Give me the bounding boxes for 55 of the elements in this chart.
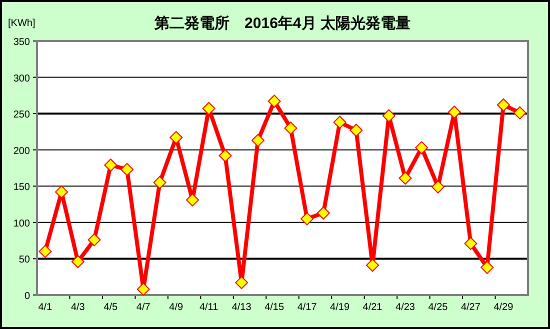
point (235, 276, 248, 290)
y-tick-label: 250 (13, 110, 30, 121)
point (382, 109, 396, 122)
x-tick-label: 4/13 (232, 302, 252, 313)
y-tick-label: 100 (13, 218, 30, 230)
point (415, 141, 428, 154)
point (120, 162, 134, 176)
point (218, 149, 232, 162)
x-tick-label: 4/9 (169, 302, 184, 313)
x-tick-label: 4/21 (362, 302, 383, 313)
point (136, 282, 150, 296)
point (480, 260, 494, 274)
y-tick-label: 300 (13, 73, 30, 84)
point (448, 106, 461, 119)
point (268, 94, 281, 108)
point (186, 193, 199, 206)
point (71, 255, 84, 268)
point (251, 134, 264, 147)
x-tick-label: 4/25 (428, 302, 448, 313)
x-tick-label: 4/23 (396, 302, 416, 313)
point (284, 122, 298, 135)
x-tick-label: 4/15 (264, 302, 284, 313)
point (496, 98, 510, 112)
x-tick-label: 4/7 (136, 302, 151, 313)
point (38, 244, 52, 258)
x-tick-label: 4/1 (38, 302, 53, 313)
x-tick-label: 4/5 (104, 302, 118, 313)
x-tick-label: 4/3 (70, 302, 86, 313)
point (464, 236, 478, 250)
y-tick-label: 150 (13, 182, 30, 194)
y-tick-label: 200 (13, 146, 30, 157)
point (170, 131, 183, 144)
point (350, 124, 363, 137)
point (104, 158, 118, 172)
point (153, 176, 166, 190)
x-tick-label: 4/17 (297, 302, 318, 313)
y-tick-label: 0 (24, 291, 30, 302)
x-tick-label: 4/19 (330, 302, 350, 313)
point (202, 102, 216, 115)
point (366, 258, 380, 272)
point (300, 212, 314, 226)
point (55, 185, 68, 198)
point (333, 116, 346, 129)
y-tick-label: 350 (13, 37, 30, 48)
point (398, 172, 412, 185)
point (513, 106, 526, 120)
y-axis-title: [KWh] (8, 18, 36, 29)
point (431, 180, 444, 194)
x-tick-label: 4/27 (460, 302, 481, 313)
y-tick-label: 50 (18, 254, 30, 266)
x-tick-label: 4/11 (199, 302, 219, 313)
point (316, 206, 330, 220)
x-tick-label: 4/29 (494, 302, 514, 313)
chart-title: 第二発電所 2016年4月 太陽光発電量 (154, 15, 410, 32)
point (88, 233, 101, 246)
